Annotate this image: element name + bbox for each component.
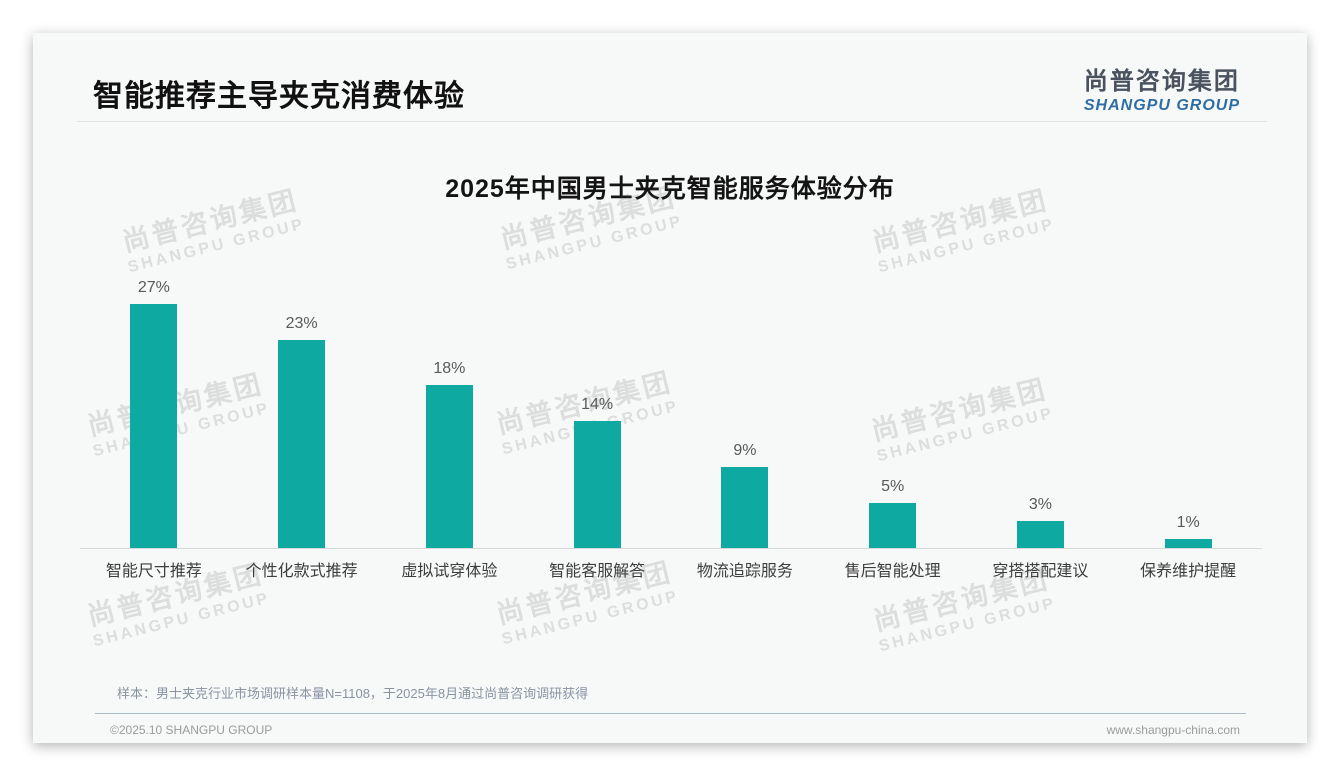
bar-column: 3%: [967, 496, 1115, 548]
category-label: 智能尺寸推荐: [105, 563, 202, 580]
bar: [1016, 521, 1064, 548]
bar: [425, 385, 473, 548]
category-label: 个性化款式推荐: [245, 563, 358, 580]
page-title: 智能推荐主导夹克消费体验: [93, 80, 465, 113]
x-axis-labels: 智能尺寸推荐 个性化款式推荐 虚拟试穿体验 智能客服解答 物流追踪服务 售后智能处理 穿搭搭…: [80, 557, 1262, 581]
footer-copyright: ©2025.10 SHANGPU GROUP: [110, 723, 273, 737]
footer-website-link[interactable]: www.shangpu-china.com: [1106, 723, 1240, 737]
bar-column: 18%: [376, 360, 524, 548]
bar-value-label: 5%: [881, 478, 905, 495]
bar-column: 14%: [523, 396, 671, 548]
bar: [278, 340, 326, 548]
bar: [869, 503, 917, 548]
category-label: 虚拟试穿体验: [401, 563, 498, 580]
chart-title: 2025年中国男士夹克智能服务体验分布: [445, 175, 895, 203]
watermark-english-text: SHANGPU GROUP: [500, 587, 682, 649]
watermark-english-text: SHANGPU GROUP: [91, 589, 273, 651]
plot-area: 27% 23% 18% 14% 9% 5% 3% 1%: [80, 249, 1262, 549]
bar-value-label: 9%: [733, 442, 757, 459]
category-label: 穿搭搭配建议: [992, 563, 1089, 580]
category-label: 保养维护提醒: [1140, 563, 1237, 580]
bar-column: 5%: [819, 478, 967, 548]
category-label: 售后智能处理: [844, 563, 941, 580]
bar: [1164, 539, 1212, 548]
logo-chinese-text: 尚普咨询集团: [1083, 68, 1240, 95]
company-logo: 尚普咨询集团 SHANGPU GROUP: [1084, 61, 1240, 115]
footer-divider: [95, 713, 1246, 714]
footer: ©2025.10 SHANGPU GROUP www.shangpu-china…: [110, 723, 1240, 737]
sample-note: 样本：男士夹克行业市场调研样本量N=1108，于2025年8月通过尚普咨询调研获…: [117, 686, 589, 701]
bar-column: 27%: [80, 279, 228, 548]
bar-column: 1%: [1114, 514, 1262, 548]
category-label: 物流追踪服务: [696, 563, 793, 580]
bar-value-label: 14%: [581, 396, 614, 413]
bar: [721, 467, 769, 548]
bar: [130, 304, 178, 548]
bar-value-label: 23%: [285, 315, 318, 332]
category-label: 智能客服解答: [549, 563, 646, 580]
bar-column: 23%: [228, 315, 376, 548]
bar-value-label: 27%: [137, 279, 170, 296]
logo-english-text: SHANGPU GROUP: [1083, 97, 1240, 114]
watermark-english-text: SHANGPU GROUP: [877, 594, 1059, 656]
bar-column: 9%: [671, 442, 819, 548]
bar-value-label: 18%: [433, 360, 466, 377]
bar-value-label: 1%: [1176, 514, 1200, 531]
bar: [573, 421, 621, 548]
bar-value-label: 3%: [1028, 496, 1052, 513]
title-divider: [77, 121, 1267, 122]
report-card: 智能推荐主导夹克消费体验 尚普咨询集团 SHANGPU GROUP 2025年中…: [33, 33, 1307, 743]
